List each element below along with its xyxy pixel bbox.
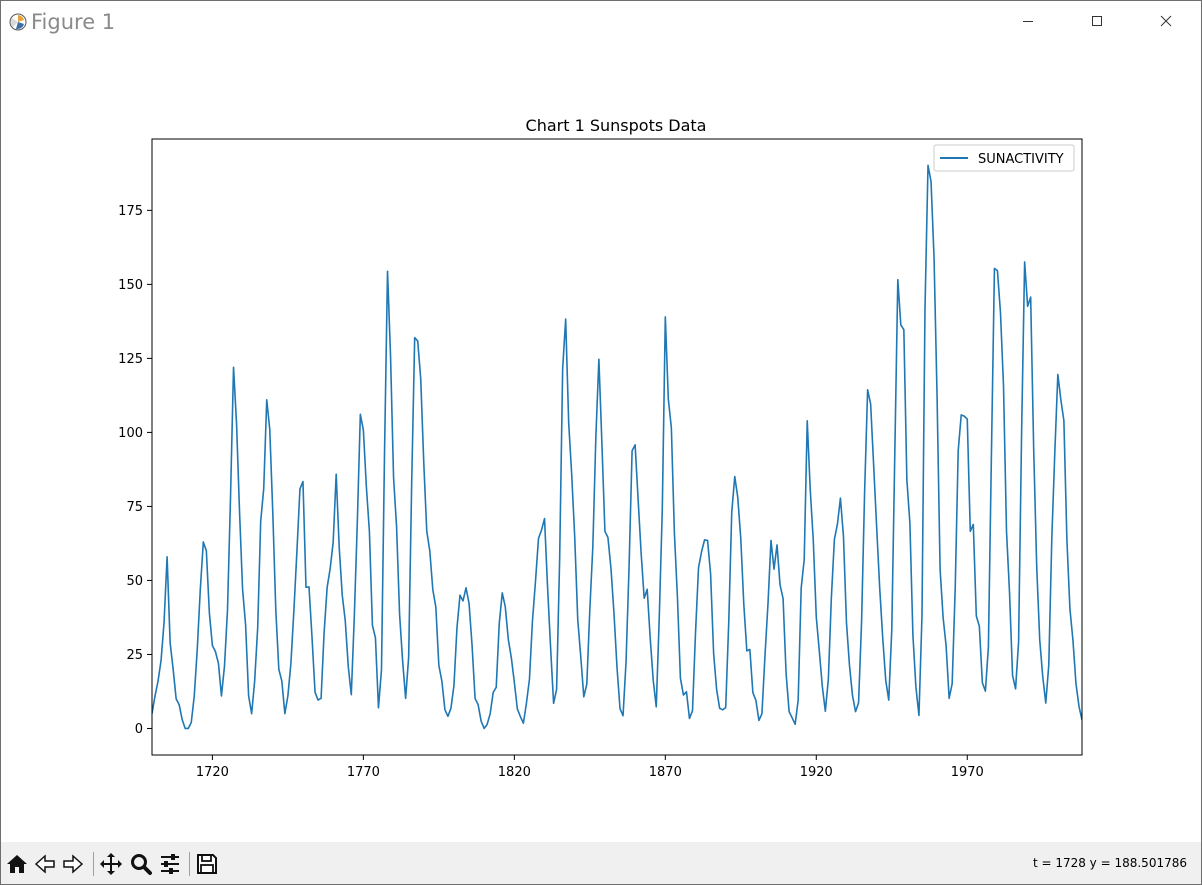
x-tick-label-1720: 1720: [196, 765, 229, 780]
home-button[interactable]: [3, 850, 31, 878]
forward-button[interactable]: [59, 850, 87, 878]
sunspots-chart[interactable]: Chart 1 Sunspots Data 1720 1770 1820 1870 19…: [1, 45, 1201, 842]
maximize-icon: [1092, 16, 1102, 26]
maximize-button[interactable]: [1074, 1, 1120, 41]
home-icon: [7, 855, 27, 873]
navigation-toolbar: t = 1728 y = 188.501786: [1, 842, 1201, 884]
x-tick-label-1770: 1770: [347, 765, 380, 780]
x-tick-label-1920: 1920: [800, 765, 833, 780]
back-icon: [34, 854, 55, 874]
y-tick-label-175: 175: [118, 204, 143, 219]
forward-icon: [63, 854, 84, 874]
toolbar-separator: [93, 852, 94, 876]
back-button[interactable]: [31, 850, 59, 878]
legend-label-sunactivity: SUNACTIVITY: [978, 152, 1064, 167]
legend-box: [933, 144, 1075, 172]
minimize-icon: [1023, 21, 1033, 22]
configure-subplots-button[interactable]: [156, 850, 184, 878]
matplotlib-app-icon: [9, 13, 27, 31]
save-icon: [197, 854, 217, 874]
window-title: Figure 1: [31, 10, 116, 34]
chart-title: Chart 1 Sunspots Data: [526, 116, 707, 135]
zoom-icon: [131, 854, 152, 875]
close-button[interactable]: [1143, 1, 1189, 41]
y-tick-label-75: 75: [126, 500, 143, 515]
cursor-coordinates: t = 1728 y = 188.501786: [1032, 856, 1187, 870]
minimize-button[interactable]: [1005, 1, 1051, 41]
close-icon: [1160, 15, 1172, 27]
y-tick-label-125: 125: [118, 352, 143, 367]
y-tick-label-150: 150: [118, 278, 143, 293]
legend: SUNACTIVITY: [933, 144, 1075, 172]
x-tick-label-1820: 1820: [498, 765, 531, 780]
series-line-sunactivity: [152, 164, 1082, 730]
figure-canvas[interactable]: Chart 1 Sunspots Data 1720 1770 1820 1870 19…: [1, 45, 1201, 842]
save-button[interactable]: [193, 850, 221, 878]
y-tick-label-50: 50: [126, 574, 143, 589]
zoom-button[interactable]: [127, 850, 155, 878]
toolbar-separator: [189, 852, 190, 876]
axes-frame: [151, 138, 1083, 756]
y-tick-label-25: 25: [126, 648, 143, 663]
y-tick-label-100: 100: [118, 426, 143, 441]
x-tick-label-1870: 1870: [649, 765, 682, 780]
configure-subplots-icon: [161, 854, 179, 874]
axes: 1720 1770 1820 1870 1920 1970 0 25 50 75 100 125 150…: [118, 138, 1083, 780]
pan-icon: [100, 853, 122, 875]
x-tick-label-1970: 1970: [951, 765, 984, 780]
title-bar[interactable]: Figure 1: [1, 1, 1201, 45]
y-tick-label-0: 0: [135, 722, 143, 737]
pan-button[interactable]: [97, 850, 125, 878]
